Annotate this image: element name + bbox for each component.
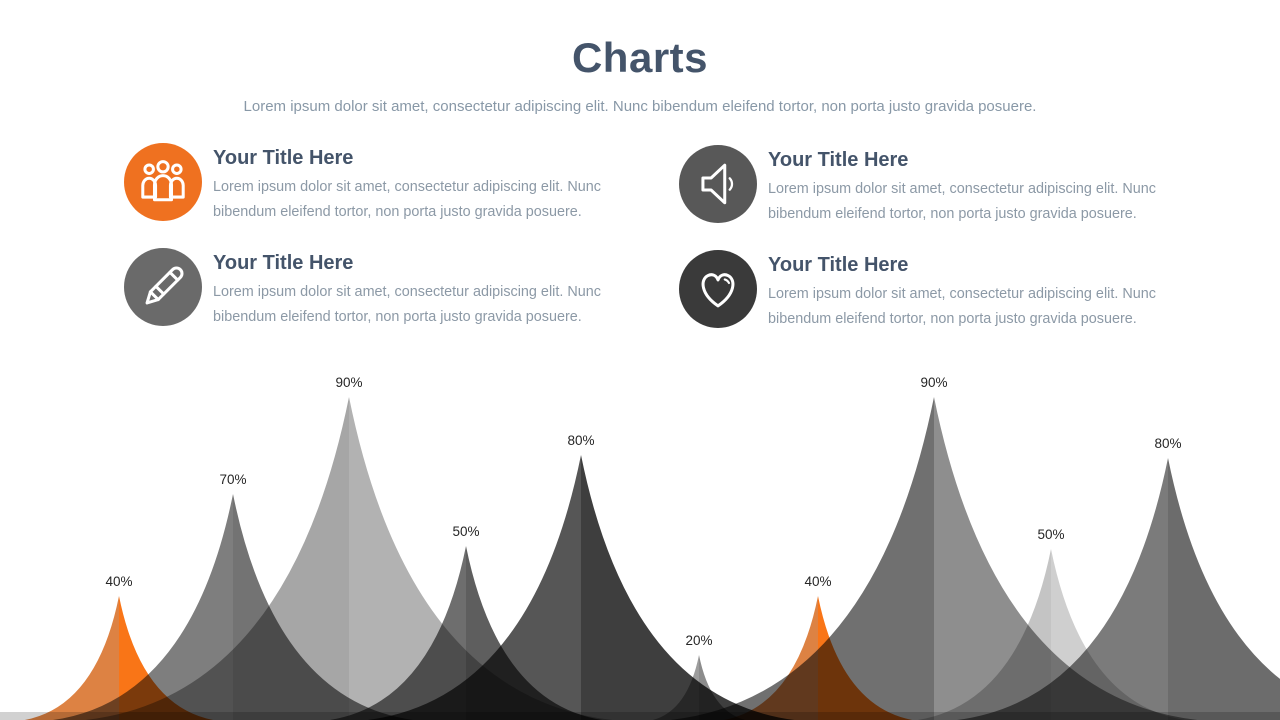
feature-block-speaker: Your Title Here Lorem ipsum dolor sit am… xyxy=(679,145,1186,227)
chart-floor xyxy=(0,712,1280,720)
peak-1-left-half xyxy=(24,596,119,720)
peak-6-right-half xyxy=(699,655,746,720)
peak-2-value-label: 70% xyxy=(219,472,246,487)
feature-block-heart: Your Title Here Lorem ipsum dolor sit am… xyxy=(679,250,1186,332)
feature-title: Your Title Here xyxy=(768,149,909,171)
feature-block-users: Your Title Here Lorem ipsum dolor sit am… xyxy=(124,143,631,225)
users-icon xyxy=(124,143,202,221)
icon-circle xyxy=(124,143,202,221)
peak-9-value-label: 50% xyxy=(1037,527,1064,542)
peak-3-right-half xyxy=(349,397,614,720)
feature-body: Lorem ipsum dolor sit amet, consectetur … xyxy=(768,286,1156,327)
pencil-icon xyxy=(124,248,202,326)
peak-3-left-half xyxy=(84,397,349,720)
peak-5-right-half xyxy=(581,455,796,720)
mountain-peaks-chart: 40% 70% 90% 50% 80% 20% 40% 90% 50% 80% xyxy=(0,375,1280,720)
peak-10-left-half xyxy=(956,458,1168,720)
peak-8-value-label: 90% xyxy=(920,375,947,390)
peak-3-value-label: 90% xyxy=(335,375,362,390)
peak-7-value-label: 40% xyxy=(804,574,831,589)
page-subtitle: Lorem ipsum dolor sit amet, consectetur … xyxy=(243,98,1037,115)
feature-body: Lorem ipsum dolor sit amet, consectetur … xyxy=(768,181,1156,222)
peak-5-left-half xyxy=(366,455,581,720)
peak-4-left-half xyxy=(329,546,466,720)
peak-10-value-label: 80% xyxy=(1154,436,1181,451)
peak-8-right-half xyxy=(934,397,1199,720)
icon-circle xyxy=(679,145,757,223)
peak-2-left-half xyxy=(52,494,233,720)
peak-10-right-half xyxy=(1168,458,1280,720)
peak-9-left-half xyxy=(916,549,1051,720)
peak-8-left-half xyxy=(669,397,934,720)
feature-title: Your Title Here xyxy=(213,147,354,169)
peak-1-value-label: 40% xyxy=(105,574,132,589)
feature-block-pencil: Your Title Here Lorem ipsum dolor sit am… xyxy=(124,248,631,330)
peak-6-left-half xyxy=(652,655,699,720)
peak-6-value-label: 20% xyxy=(685,633,712,648)
icon-circle xyxy=(124,248,202,326)
icon-circle xyxy=(679,250,757,328)
peak-4-value-label: 50% xyxy=(452,524,479,539)
feature-body: Lorem ipsum dolor sit amet, consectetur … xyxy=(213,179,601,220)
peak-5-value-label: 80% xyxy=(567,433,594,448)
feature-title: Your Title Here xyxy=(213,252,354,274)
heart-icon xyxy=(679,250,757,328)
page-title: Charts xyxy=(571,34,709,81)
feature-body: Lorem ipsum dolor sit amet, consectetur … xyxy=(213,284,601,325)
speaker-icon xyxy=(679,145,757,223)
feature-title: Your Title Here xyxy=(768,254,909,276)
